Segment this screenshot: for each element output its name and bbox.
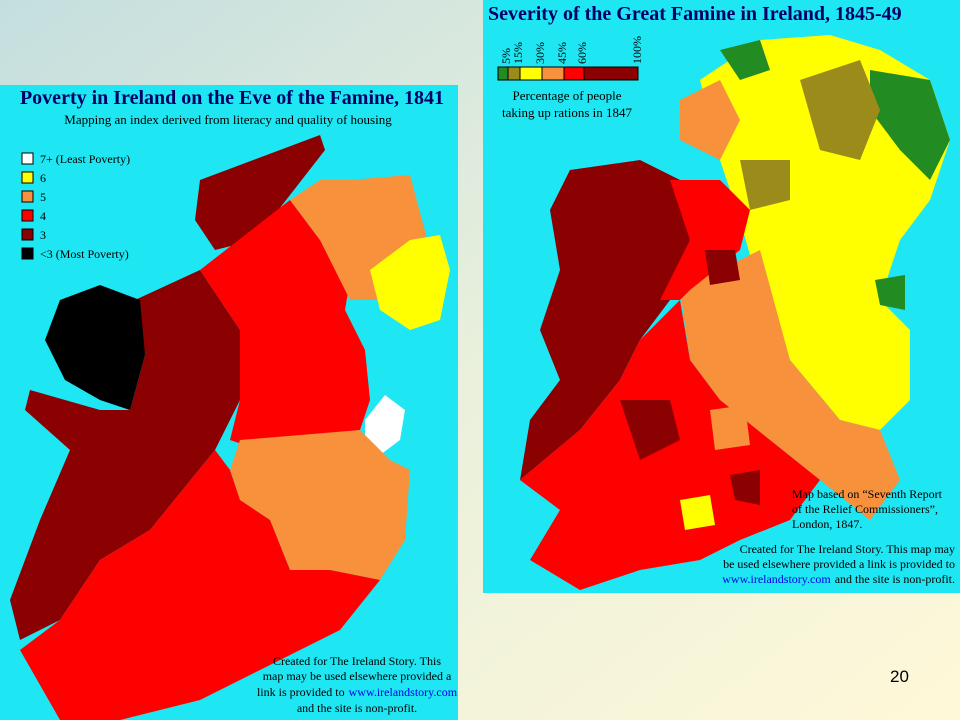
legend-label: 6 (40, 171, 46, 185)
credit-line: www.irelandstory.com and the site is non-… (722, 572, 955, 586)
region (200, 200, 370, 450)
legend-label: 4 (40, 209, 46, 223)
legend-swatch (563, 66, 585, 81)
legend-label: 5 (40, 190, 46, 204)
region (365, 395, 405, 455)
legend-tick: 45% (555, 42, 569, 64)
credit: Created for The Ireland Story. This map … (257, 654, 458, 715)
credit-text: Created for The Ireland Story. This map … (740, 542, 955, 556)
region (520, 160, 690, 480)
legend-tick: 100% (630, 36, 644, 64)
credit-line: be used elsewhere provided a link is pro… (723, 557, 955, 571)
region (800, 60, 880, 160)
region (710, 405, 750, 450)
legend-label: 7+ (Least Poverty) (40, 152, 130, 166)
credit-link[interactable]: www.irelandstory.com (349, 685, 458, 699)
credit-text: Created for The Ireland Story. This (273, 654, 441, 668)
map-title: Severity of the Great Famine in Ireland,… (488, 3, 902, 25)
source-line: London, 1847. (792, 517, 862, 531)
region (45, 285, 145, 410)
region (680, 495, 715, 530)
legend-tick: 60% (575, 42, 589, 64)
legend-swatch (497, 66, 509, 81)
region (10, 270, 240, 640)
legend-swatch (21, 228, 34, 241)
legend-caption: taking up rations in 1847 (502, 105, 632, 120)
credit-text: be used elsewhere provided a link is pro… (723, 557, 955, 571)
legend-swatch (583, 66, 639, 81)
legend-label: <3 (Most Poverty) (40, 247, 129, 261)
region (875, 275, 905, 310)
credit-text: link is provided to (257, 685, 345, 699)
right-map: Severity of the Great Famine in Ireland,… (483, 0, 960, 593)
region (195, 135, 325, 250)
legend-swatch (21, 190, 34, 203)
legend-tick: 30% (533, 42, 547, 64)
region (620, 400, 680, 460)
legend-caption: Percentage of people (512, 88, 621, 103)
credit-text: map may be used elsewhere provided a (263, 669, 452, 683)
region (720, 40, 770, 80)
region (370, 235, 450, 330)
map-title: Poverty in Ireland on the Eve of the Fam… (20, 87, 444, 109)
region (730, 470, 760, 505)
credit-line: Created for The Ireland Story. This (273, 654, 441, 668)
region (20, 450, 380, 720)
credit-text: and the site is non-profit. (297, 701, 417, 715)
region (870, 70, 950, 180)
legend: 7+ (Least Poverty) 6 5 4 3 <3 (Most Pove… (21, 152, 130, 261)
region (740, 160, 790, 210)
credit-line: Created for The Ireland Story. This map … (740, 542, 955, 556)
region (680, 80, 740, 160)
source-line: Map based on “Seventh Report (792, 487, 943, 501)
credit: Created for The Ireland Story. This map … (722, 542, 955, 586)
left-map: Poverty in Ireland on the Eve of the Fam… (0, 85, 458, 720)
credit-line: link is provided to www.irelandstory.com (257, 685, 458, 699)
region (700, 35, 950, 430)
legend-swatch (519, 66, 543, 81)
credit-line: map may be used elsewhere provided a (263, 669, 452, 683)
credit-text: and the site is non-profit. (835, 572, 955, 586)
credit-line: and the site is non-profit. (297, 701, 417, 715)
legend-swatch (21, 152, 34, 165)
region (705, 250, 740, 285)
legend: 5% 15% 30% 45% 60% 100% Percentage of pe… (497, 36, 644, 120)
source: Map based on “Seventh Report of the Reli… (792, 487, 943, 531)
page-number: 20 (890, 667, 909, 686)
region (230, 430, 410, 580)
regions (10, 135, 450, 720)
legend-swatch (21, 247, 34, 260)
legend-swatch (21, 171, 34, 184)
source-line: of the Relief Commissioners”, (792, 502, 938, 516)
legend-swatch (507, 66, 521, 81)
region (660, 180, 750, 300)
legend-swatch (21, 209, 34, 222)
legend-label: 3 (40, 228, 46, 242)
legend-tick: 15% (511, 42, 525, 64)
region (680, 250, 900, 520)
map-subtitle: Mapping an index derived from literacy a… (64, 112, 392, 127)
legend-tick: 5% (499, 48, 513, 64)
regions (520, 35, 950, 590)
legend-swatch (541, 66, 565, 81)
credit-link[interactable]: www.irelandstory.com (722, 572, 831, 586)
